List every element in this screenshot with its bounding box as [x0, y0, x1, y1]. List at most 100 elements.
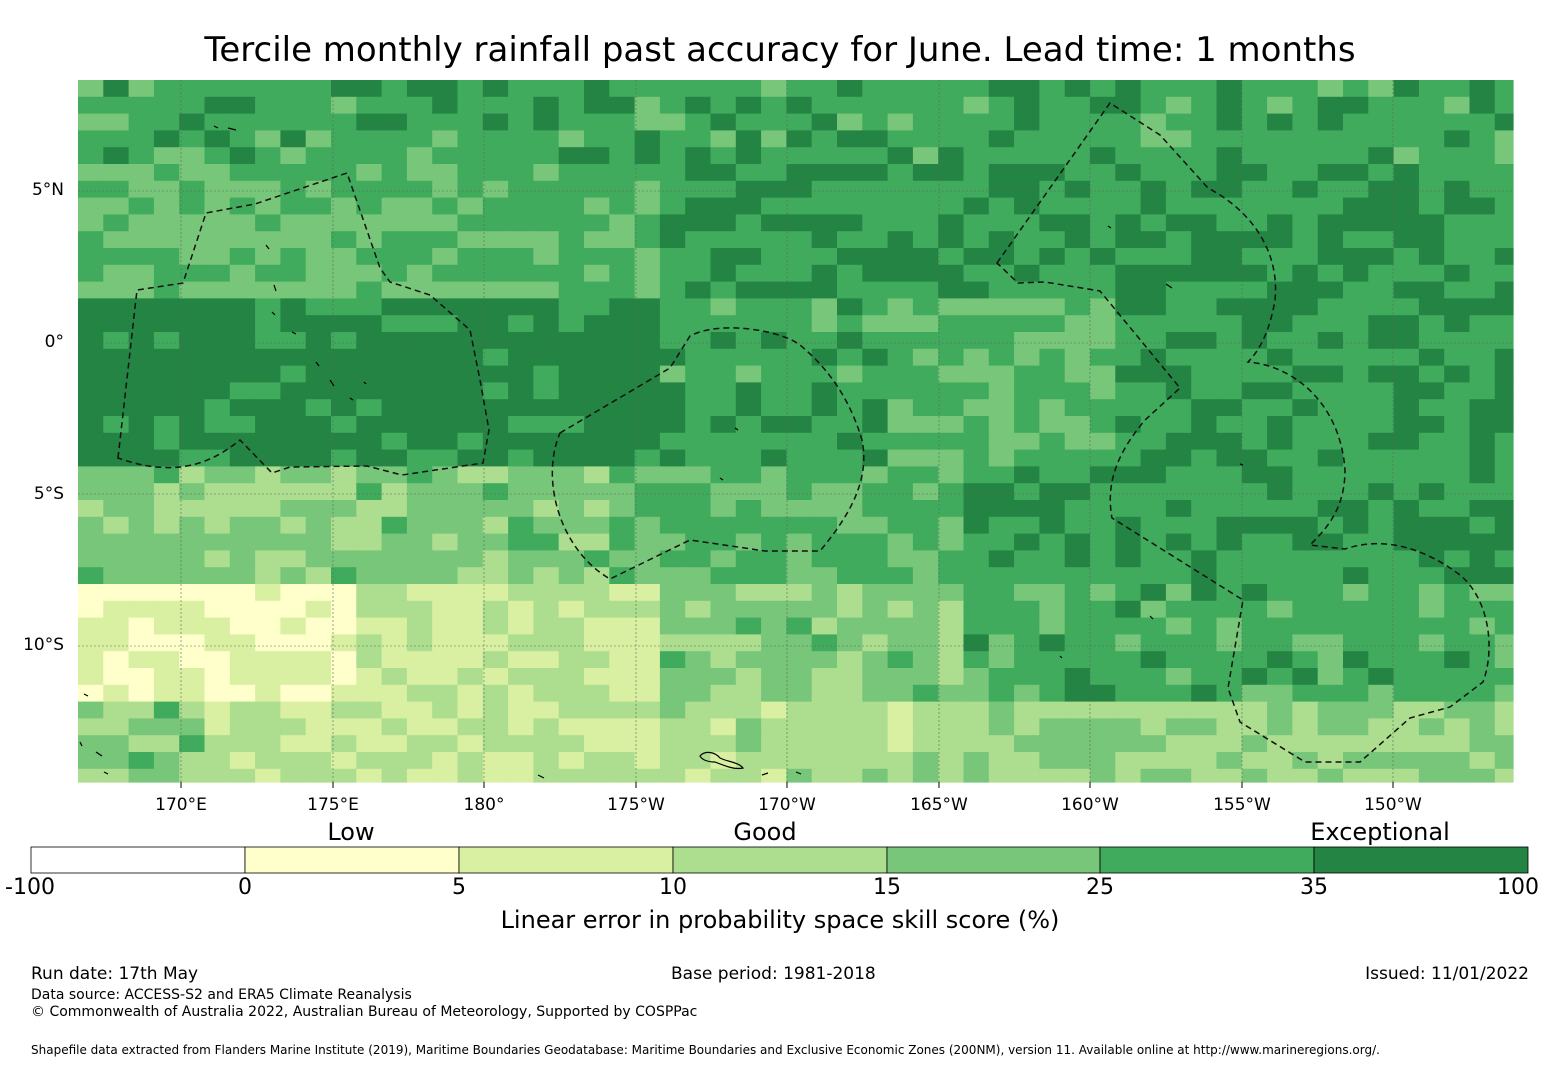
skill-cell [508, 147, 534, 165]
skill-cell [1216, 365, 1243, 383]
skill-cell [508, 348, 534, 367]
skill-cell [1039, 533, 1066, 551]
skill-cell [331, 584, 357, 602]
skill-cell [1469, 684, 1496, 703]
skill-cell [735, 500, 762, 518]
skill-cell [1241, 735, 1268, 753]
skill-cell [508, 264, 534, 283]
skill-cell [558, 701, 585, 719]
skill-cell [179, 348, 206, 367]
skill-cell [1165, 735, 1192, 753]
skill-cell [1368, 617, 1395, 635]
skill-cell [634, 500, 661, 518]
skill-cell [1292, 466, 1319, 484]
skill-cell [1090, 668, 1116, 686]
skill-cell [1393, 416, 1420, 434]
skill-cell [1191, 281, 1218, 299]
skill-cell [482, 382, 509, 400]
skill-cell [811, 550, 838, 568]
skill-cell [1418, 651, 1445, 669]
skill-cell [179, 164, 206, 182]
skill-cell [988, 96, 1015, 115]
skill-cell [1191, 718, 1218, 736]
skill-cell [659, 399, 686, 417]
skill-cell [255, 668, 281, 686]
skill-cell [1165, 298, 1192, 316]
skill-cell [457, 432, 484, 451]
skill-cell [988, 348, 1015, 367]
skill-cell [1241, 80, 1268, 98]
skill-cell [482, 432, 509, 451]
skill-cell [508, 550, 534, 568]
skill-cell [1317, 365, 1344, 383]
skill-cell [685, 348, 712, 367]
skill-cell [1469, 180, 1496, 199]
skill-cell [912, 684, 939, 703]
skill-cell [735, 113, 762, 131]
skill-cell [634, 416, 661, 434]
skill-cell [280, 752, 307, 770]
skill-cell [1368, 651, 1395, 669]
skill-cell [1165, 718, 1192, 736]
skill-cell [78, 197, 104, 215]
skill-cell [331, 399, 357, 417]
skill-cell [963, 634, 990, 652]
colorbar-swatch [886, 846, 1101, 874]
skill-cell [1292, 752, 1319, 770]
skill-cell [457, 281, 484, 299]
skill-cell [1014, 516, 1040, 535]
skill-cell [1267, 348, 1293, 367]
skill-cell [584, 651, 610, 669]
skill-cell [1368, 399, 1395, 417]
skill-cell [1267, 500, 1293, 518]
skill-cell [305, 382, 332, 400]
skill-cell [1469, 298, 1496, 316]
skill-cell [1165, 668, 1192, 686]
skill-cell [938, 533, 965, 551]
skill-cell [659, 634, 686, 652]
skill-cell [1014, 130, 1040, 148]
skill-cell [887, 264, 914, 283]
skill-cell [78, 164, 104, 182]
skill-cell [1494, 500, 1514, 518]
skill-cell [457, 214, 484, 232]
skill-cell [1343, 113, 1369, 131]
skill-cell [1343, 584, 1369, 602]
skill-cell [837, 130, 863, 148]
skill-cell [406, 164, 433, 182]
skill-cell [78, 718, 104, 736]
skill-cell [1267, 651, 1293, 669]
skill-cell [78, 298, 104, 316]
skill-cell [1418, 416, 1445, 434]
skill-cell [508, 164, 534, 182]
skill-cell [508, 298, 534, 316]
skill-cell [179, 231, 206, 249]
skill-cell [153, 281, 180, 299]
skill-cell [963, 432, 990, 451]
skill-cell [229, 466, 256, 484]
skill-cell [457, 113, 484, 131]
skill-cell [786, 315, 813, 333]
skill-cell [938, 147, 965, 165]
skill-cell [685, 332, 712, 350]
skill-cell [482, 567, 509, 585]
skill-cell [1039, 617, 1066, 635]
skill-cell [1216, 197, 1243, 215]
skill-cell [1039, 248, 1066, 266]
skill-cell [710, 466, 737, 484]
skill-cell [1191, 701, 1218, 719]
skill-cell [558, 483, 585, 501]
skill-cell [280, 668, 307, 686]
skill-cell [659, 768, 686, 783]
skill-cell [406, 416, 433, 434]
skill-cell [305, 449, 332, 467]
skill-cell [710, 550, 737, 568]
skill-cell [1444, 567, 1471, 585]
skill-cell [432, 113, 459, 131]
skill-cell [406, 365, 433, 383]
skill-cell [1292, 584, 1319, 602]
skill-cell [1064, 567, 1091, 585]
skill-cell [356, 264, 383, 283]
skill-cell [1368, 180, 1395, 199]
